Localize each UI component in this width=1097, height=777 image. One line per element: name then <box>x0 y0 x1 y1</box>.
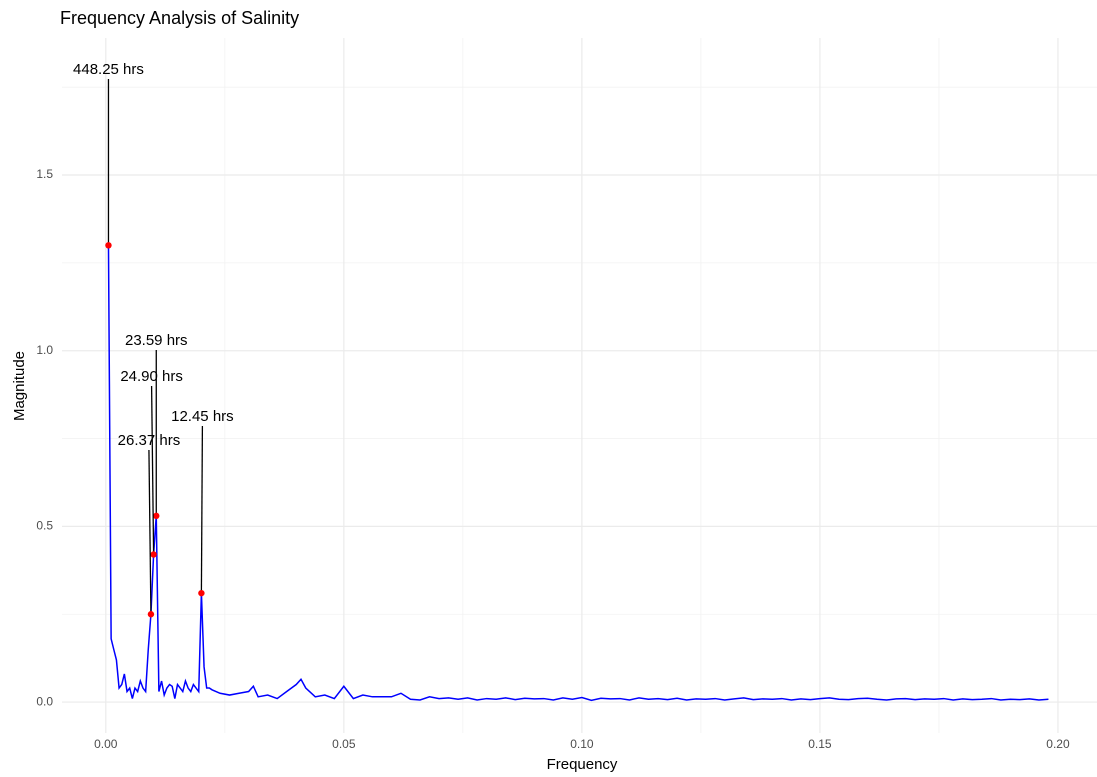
annotation-label: 23.59 hrs <box>125 332 188 349</box>
annotation-label: 448.25 hrs <box>73 61 144 78</box>
peak-point <box>150 551 157 558</box>
y-axis-label: Magnitude <box>11 351 28 421</box>
y-tick-label: 1.5 <box>36 167 53 181</box>
peak-point <box>105 242 112 249</box>
peak-point <box>198 589 205 597</box>
y-tick-label: 1.0 <box>36 343 53 357</box>
chart-title: Frequency Analysis of Salinity <box>60 8 299 28</box>
annotation-label: 26.37 hrs <box>118 432 181 449</box>
y-tick-label: 0.5 <box>36 519 53 533</box>
x-tick-label: 0.15 <box>808 737 832 751</box>
annotation-label: 12.45 hrs <box>171 408 234 425</box>
annotation-label: 24.90 hrs <box>120 368 183 385</box>
x-tick-label: 0.00 <box>94 737 118 751</box>
annotation-line <box>148 449 152 615</box>
y-tick-label: 0.0 <box>36 694 53 708</box>
peak-point <box>147 611 155 618</box>
x-tick-label: 0.20 <box>1046 737 1070 751</box>
x-axis-label: Frequency <box>547 756 618 773</box>
line <box>107 245 1049 702</box>
x-tick-label: 0.05 <box>332 737 356 751</box>
peak-point <box>153 512 160 520</box>
x-tick-label: 0.10 <box>570 737 594 751</box>
annotation-line <box>200 425 204 594</box>
annotation-line <box>150 385 155 555</box>
